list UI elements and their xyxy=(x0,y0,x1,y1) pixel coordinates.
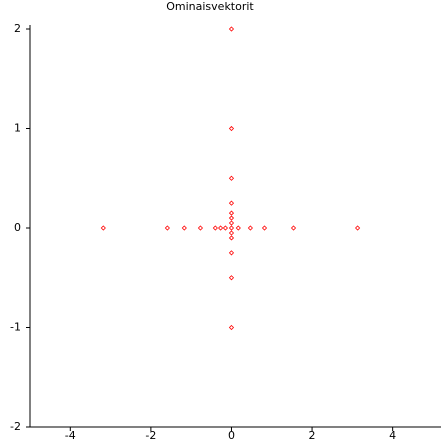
point xyxy=(100,225,106,231)
point xyxy=(212,225,218,231)
point xyxy=(228,215,235,221)
chart-title: Ominaisvektorit xyxy=(166,0,254,13)
point xyxy=(228,250,235,256)
x-tick-label: 2 xyxy=(309,429,316,442)
point xyxy=(355,225,361,231)
point xyxy=(218,225,224,231)
point xyxy=(228,225,235,231)
x-tick-label: -4 xyxy=(65,429,76,442)
point xyxy=(247,225,253,231)
x-tick-label: -2 xyxy=(145,429,156,442)
point xyxy=(290,225,297,231)
x-tick-label: 0 xyxy=(228,429,235,442)
point xyxy=(164,225,170,231)
y-tick-label: 0 xyxy=(14,221,21,234)
point xyxy=(228,324,235,331)
y-tick-label: 2 xyxy=(14,22,21,35)
point xyxy=(228,26,235,32)
point xyxy=(228,175,235,181)
point xyxy=(228,125,235,132)
point xyxy=(228,235,235,241)
point xyxy=(228,210,235,216)
y-tick-label: -1 xyxy=(10,321,21,334)
y-tick-label: -2 xyxy=(10,420,21,433)
point xyxy=(235,225,241,231)
y-tick-label: 1 xyxy=(14,122,21,135)
x-tick-label: 4 xyxy=(389,429,396,442)
point xyxy=(197,225,204,231)
point xyxy=(228,275,235,281)
point xyxy=(222,225,228,231)
point xyxy=(181,225,187,231)
point xyxy=(228,220,235,226)
point xyxy=(228,200,235,206)
point xyxy=(261,225,268,231)
point xyxy=(228,230,235,236)
